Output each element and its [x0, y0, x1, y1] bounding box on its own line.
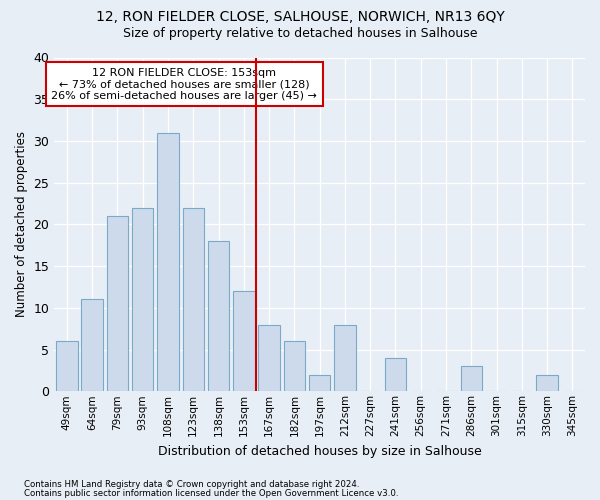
Bar	[309, 374, 331, 392]
Bar	[82, 300, 103, 392]
Bar	[284, 341, 305, 392]
Bar	[334, 324, 356, 392]
Bar	[259, 324, 280, 392]
Bar	[536, 374, 558, 392]
X-axis label: Distribution of detached houses by size in Salhouse: Distribution of detached houses by size …	[158, 444, 482, 458]
Text: 12, RON FIELDER CLOSE, SALHOUSE, NORWICH, NR13 6QY: 12, RON FIELDER CLOSE, SALHOUSE, NORWICH…	[95, 10, 505, 24]
Bar	[107, 216, 128, 392]
Bar	[461, 366, 482, 392]
Bar	[56, 341, 77, 392]
Text: 12 RON FIELDER CLOSE: 153sqm
← 73% of detached houses are smaller (128)
26% of s: 12 RON FIELDER CLOSE: 153sqm ← 73% of de…	[52, 68, 317, 100]
Bar	[385, 358, 406, 392]
Text: Contains HM Land Registry data © Crown copyright and database right 2024.: Contains HM Land Registry data © Crown c…	[24, 480, 359, 489]
Bar	[208, 241, 229, 392]
Y-axis label: Number of detached properties: Number of detached properties	[15, 132, 28, 318]
Bar	[233, 291, 254, 392]
Bar	[132, 208, 154, 392]
Text: Size of property relative to detached houses in Salhouse: Size of property relative to detached ho…	[123, 28, 477, 40]
Text: Contains public sector information licensed under the Open Government Licence v3: Contains public sector information licen…	[24, 488, 398, 498]
Bar	[182, 208, 204, 392]
Bar	[157, 132, 179, 392]
